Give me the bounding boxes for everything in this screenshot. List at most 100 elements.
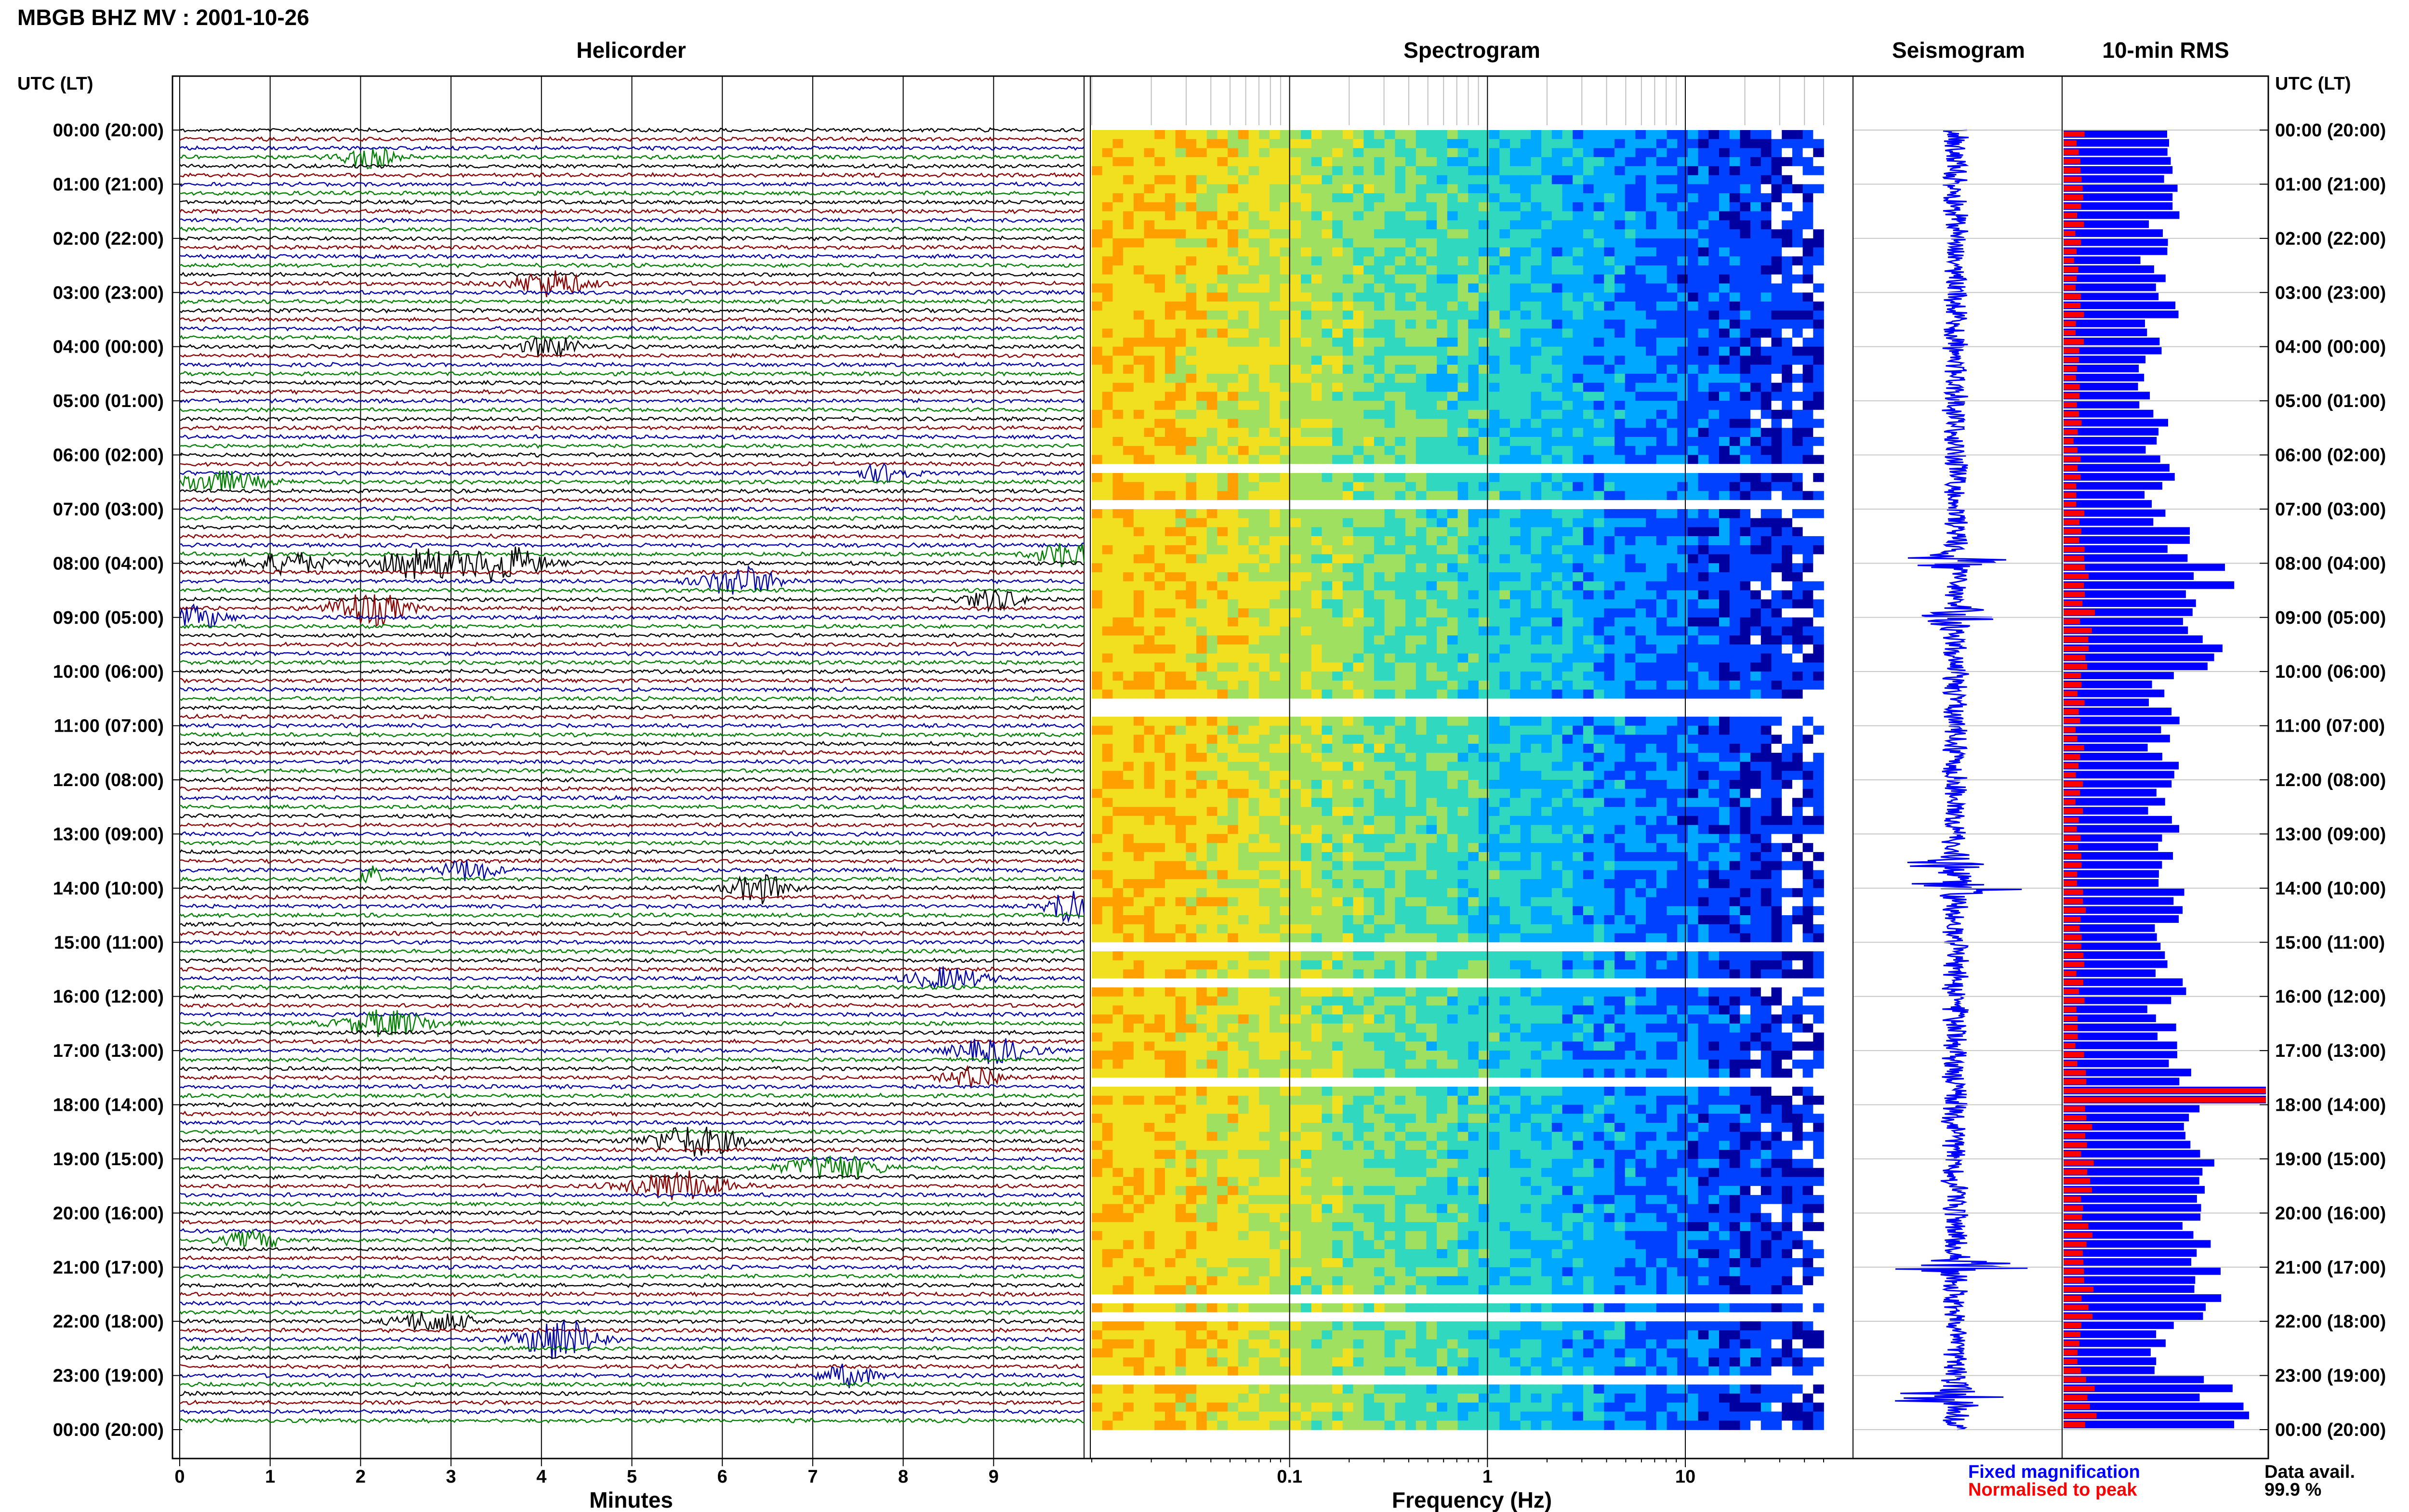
spectrogram-cell [1541, 644, 1552, 654]
helicorder-trace [179, 1291, 1085, 1298]
spectrogram-cell [1186, 491, 1197, 500]
spectrogram-cell [1437, 175, 1448, 185]
spectrogram-cell [1332, 265, 1343, 275]
spectrogram-cell [1583, 283, 1594, 293]
spectrogram-cell [1332, 735, 1343, 744]
spectrogram-cell [1363, 581, 1375, 591]
spectrogram-cell [1248, 581, 1259, 591]
spectrogram-cell [1363, 662, 1375, 672]
spectrogram-cell [1457, 536, 1469, 546]
spectrogram-cell [1468, 689, 1479, 699]
spectrogram-cell [1677, 184, 1688, 194]
spectrogram-cell [1468, 346, 1479, 356]
spectrogram-cell [1290, 247, 1301, 257]
spectrogram-cell [1583, 302, 1594, 311]
spectrogram-cell [1133, 644, 1145, 654]
spectrogram-cell [1729, 464, 1741, 473]
spectrogram-cell [1729, 211, 1741, 221]
spectrogram-cell [1646, 653, 1657, 663]
spectrogram-cell [1635, 401, 1646, 410]
spectrogram-cell [1468, 608, 1479, 618]
spectrogram-cell [1687, 346, 1699, 356]
spectrogram-cell [1238, 247, 1249, 257]
spectrogram-cell [1667, 581, 1678, 591]
spectrogram-cell [1750, 274, 1761, 284]
spectrogram-cell [1342, 409, 1354, 420]
spectrogram-cell [1416, 365, 1427, 374]
spectrogram-cell [1332, 536, 1343, 546]
spectrogram-cell [1740, 518, 1751, 528]
spectrogram-cell [1677, 455, 1688, 464]
spectrogram-cell [1708, 689, 1720, 699]
spectrogram-cell [1353, 708, 1364, 717]
spectrogram-cell [1301, 716, 1312, 726]
spectrogram-cell [1478, 599, 1490, 609]
spectrogram-cell [1677, 419, 1688, 429]
spectrogram-cell [1133, 482, 1145, 492]
spectrogram-cell [1437, 590, 1448, 600]
spectrogram-cell [1374, 464, 1385, 473]
spectrogram-cell [1248, 626, 1259, 636]
spectrogram-cell [1092, 563, 1103, 573]
spectrogram-cell [1384, 437, 1396, 447]
spectrogram-cell [1269, 283, 1281, 293]
spectrogram-cell [1165, 716, 1176, 726]
spectrogram-cell [1667, 365, 1678, 374]
spectrogram-cell [1196, 644, 1207, 654]
spectrogram-cell [1635, 735, 1646, 744]
spectrogram-cell [1708, 409, 1720, 420]
helicorder-trace [179, 407, 1085, 413]
spectrogram-cell [1133, 626, 1145, 636]
spectrogram-cell [1290, 382, 1301, 393]
spectrogram-cell [1719, 247, 1730, 257]
spectrogram-cell [1667, 464, 1678, 473]
spectrogram-cell [1760, 337, 1772, 347]
spectrogram-cell [1374, 283, 1385, 293]
spectrogram-cell [1802, 130, 1814, 140]
spectrogram-cell [1729, 365, 1741, 374]
spectrogram-cell [1447, 166, 1458, 176]
spectrogram-cell [1133, 509, 1145, 519]
spectrogram-cell [1750, 157, 1761, 167]
spectrogram-cell [1238, 130, 1249, 140]
spectrogram-cell [1301, 238, 1312, 248]
spectrogram-cell [1165, 184, 1176, 194]
spectrogram-cell [1259, 455, 1270, 464]
spectrogram-cell [1750, 175, 1761, 185]
spectrogram-cell [1562, 337, 1573, 347]
spectrogram-cell [1573, 635, 1584, 645]
seismogram-title: Seismogram [1892, 38, 2025, 63]
spectrogram-cell [1322, 401, 1333, 410]
spectrogram-cell [1175, 256, 1187, 266]
spectrogram-cell [1510, 229, 1521, 239]
spectrogram-cell [1562, 130, 1573, 140]
spectrogram-cell [1405, 139, 1416, 149]
spectrogram-cell [1719, 554, 1730, 564]
spectrogram-cell [1154, 735, 1165, 744]
spectrogram-cell [1154, 563, 1165, 573]
spectrogram-cell [1573, 365, 1584, 374]
spectrogram-cell [1551, 184, 1563, 194]
spectrogram-cell [1499, 689, 1510, 699]
spectrogram-cell [1760, 175, 1772, 185]
spectrogram-cell [1719, 184, 1730, 194]
spectrogram-cell [1092, 130, 1103, 140]
spectrogram-cell [1635, 455, 1646, 464]
spectrogram-cell [1123, 382, 1134, 393]
spectrogram-cell [1301, 130, 1312, 140]
spectrogram-cell [1656, 437, 1668, 447]
spectrogram-cell [1186, 446, 1197, 456]
spectrogram-cell [1374, 428, 1385, 437]
spectrogram-cell [1750, 292, 1761, 302]
spectrogram-cell [1175, 617, 1187, 627]
spectrogram-cell [1259, 599, 1270, 609]
spectrogram-cell [1363, 256, 1375, 266]
spectrogram-cell [1625, 247, 1636, 257]
spectrogram-cell [1667, 401, 1678, 410]
spectrogram-cell [1719, 626, 1730, 636]
spectrogram-cell [1729, 473, 1741, 483]
spectrogram-cell [1573, 382, 1584, 393]
spectrogram-cell [1259, 617, 1270, 627]
spectrogram-cell [1635, 337, 1646, 347]
spectrogram-cell [1813, 256, 1824, 266]
